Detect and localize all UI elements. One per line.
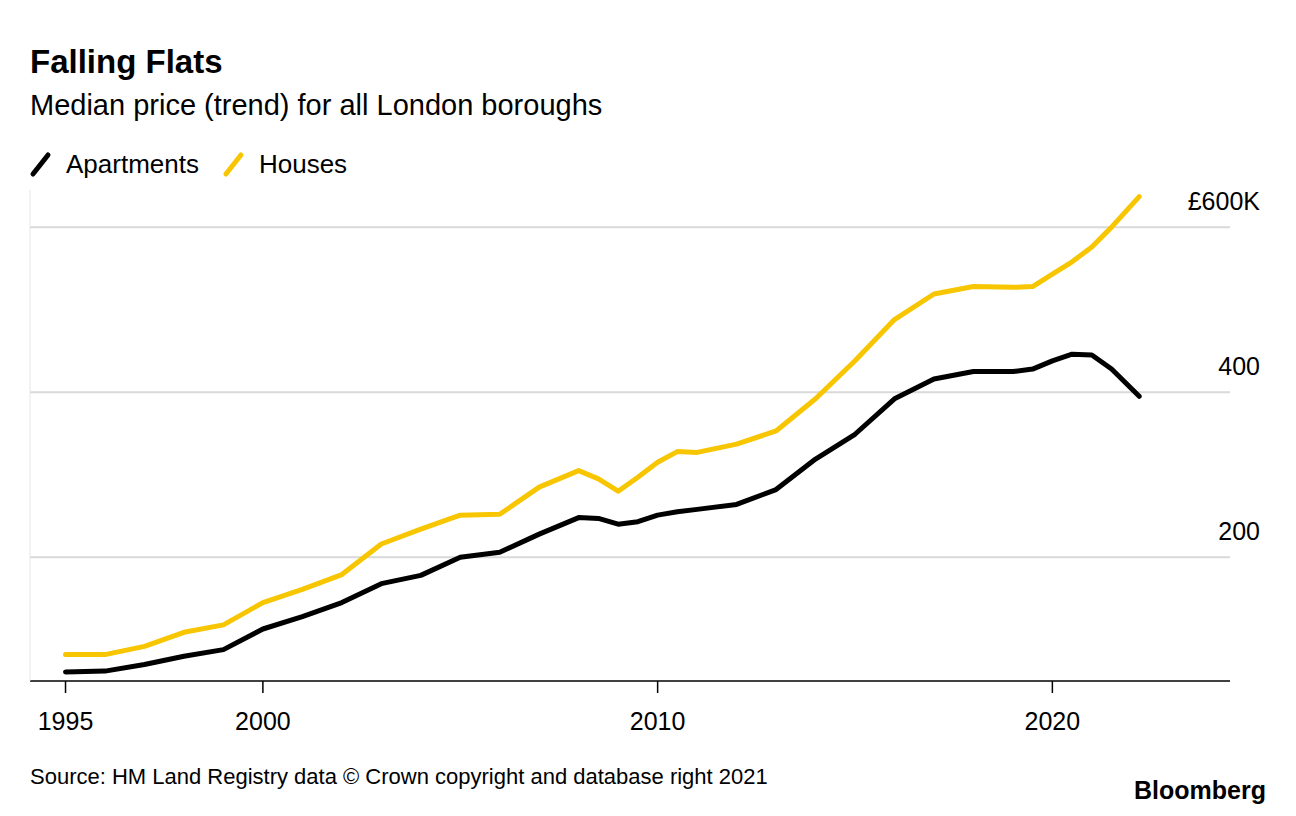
x-tick-label: 2010 xyxy=(630,707,686,735)
x-tick-label: 2020 xyxy=(1025,707,1081,735)
y-tick-label: £600K xyxy=(1188,187,1261,215)
grid-line xyxy=(30,226,1230,228)
y-tick-label: 200 xyxy=(1218,517,1260,545)
credit: Bloomberg xyxy=(1134,776,1266,804)
x-axis xyxy=(30,680,1230,682)
grid-line xyxy=(30,391,1230,393)
legend-swatch xyxy=(226,155,241,174)
grid-line xyxy=(30,556,1230,558)
x-tick xyxy=(262,681,264,693)
series-line xyxy=(66,197,1140,655)
legend-swatch xyxy=(33,155,48,174)
chart: Falling Flats Median price (trend) for al… xyxy=(0,0,1296,816)
plot-area xyxy=(66,197,1140,672)
y-axis xyxy=(30,190,31,681)
source: Source: HM Land Registry data © Crown co… xyxy=(30,764,768,789)
x-tick-label: 1995 xyxy=(38,707,94,735)
x-tick xyxy=(65,681,67,693)
legend-label: Houses xyxy=(259,149,347,179)
x-tick-label: 2000 xyxy=(235,707,291,735)
legend-item: Apartments xyxy=(33,149,199,179)
subtitle: Median price (trend) for all London boro… xyxy=(30,89,602,121)
y-tick-label: 400 xyxy=(1218,352,1260,380)
x-tick xyxy=(1052,681,1054,693)
x-tick xyxy=(657,681,659,693)
title: Falling Flats xyxy=(30,43,223,80)
legend-label: Apartments xyxy=(66,149,199,179)
legend-item: Houses xyxy=(226,149,347,179)
